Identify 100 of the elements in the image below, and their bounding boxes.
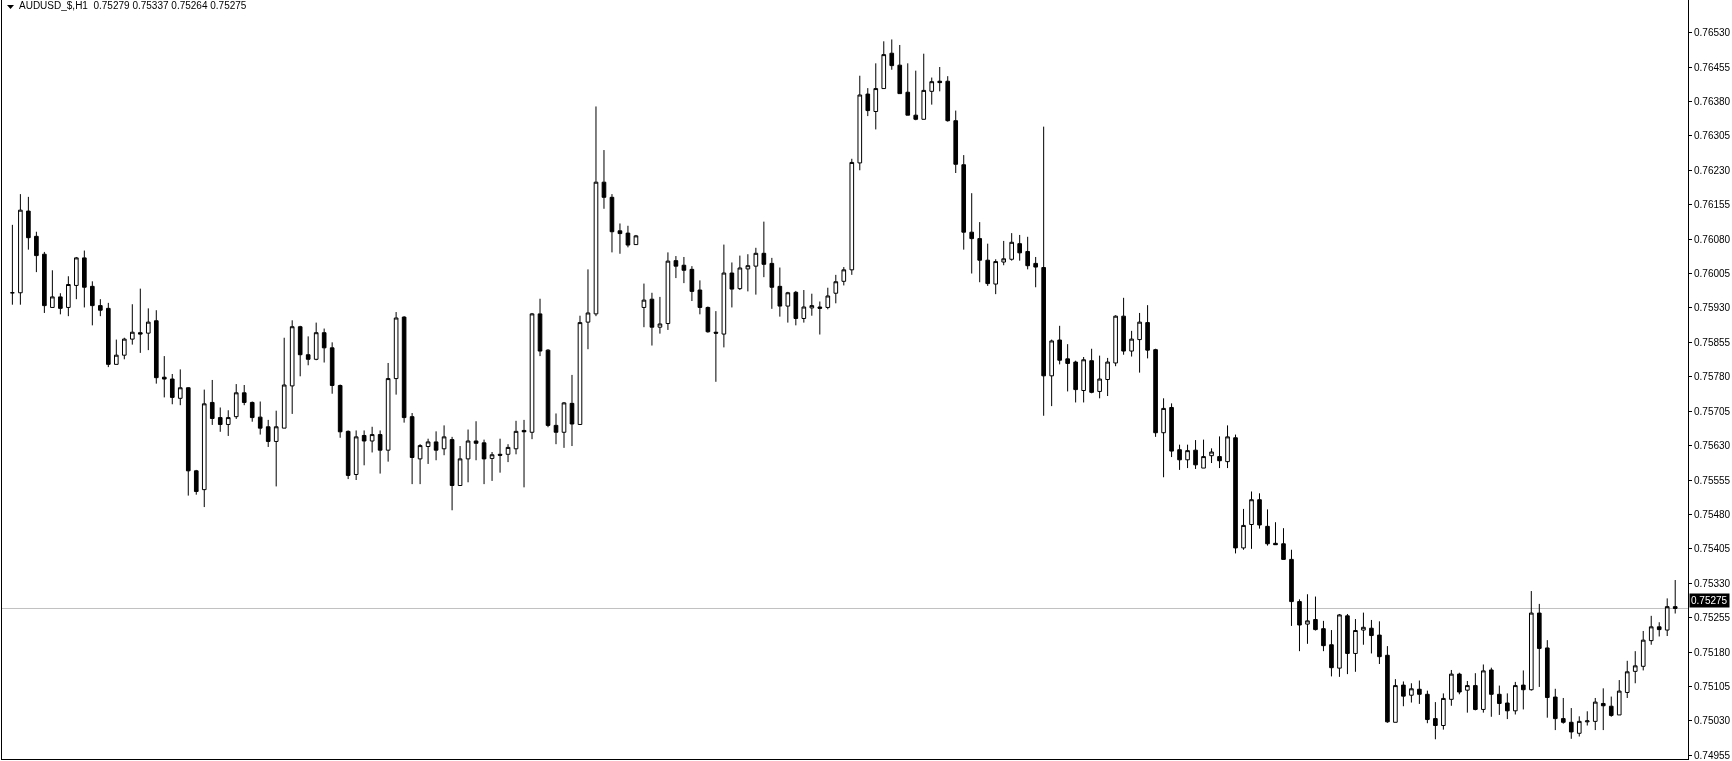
candlestick bbox=[1521, 669, 1526, 710]
candlestick bbox=[1305, 593, 1310, 645]
candlestick bbox=[137, 288, 143, 354]
y-tick-label: 0.75405 bbox=[1694, 543, 1731, 555]
candlestick bbox=[1337, 613, 1342, 678]
candlestick bbox=[793, 290, 799, 326]
candlestick bbox=[689, 265, 695, 302]
candlestick bbox=[945, 75, 951, 123]
candlestick bbox=[1041, 126, 1046, 417]
candlestick bbox=[1544, 639, 1550, 719]
candlestick bbox=[881, 40, 887, 90]
candlestick bbox=[1560, 697, 1566, 725]
candlestick bbox=[441, 424, 447, 456]
y-tick-label: 0.75180 bbox=[1694, 646, 1731, 658]
candlestick bbox=[977, 221, 983, 283]
candlestick bbox=[217, 406, 223, 433]
candlestick bbox=[833, 274, 839, 304]
candlestick bbox=[777, 267, 783, 318]
candlestick bbox=[841, 266, 847, 286]
candlestick bbox=[553, 412, 559, 445]
candlestick bbox=[537, 298, 543, 357]
candlestick bbox=[617, 222, 623, 255]
candlestick bbox=[265, 419, 271, 448]
candlestick bbox=[681, 256, 687, 284]
candlestick bbox=[609, 193, 615, 253]
candlestick bbox=[1129, 330, 1134, 358]
candlestick bbox=[401, 315, 407, 424]
y-tick-label: 0.74955 bbox=[1694, 749, 1731, 761]
candlestick bbox=[817, 300, 823, 336]
candlestick bbox=[1361, 612, 1366, 646]
candlestick bbox=[905, 62, 911, 116]
candlestick bbox=[1608, 696, 1614, 718]
candlestick bbox=[1377, 620, 1382, 665]
ref-line-label: 0.75275 bbox=[1691, 595, 1728, 606]
candlestick bbox=[82, 250, 87, 308]
candlestick bbox=[1592, 697, 1598, 731]
candlestick bbox=[985, 243, 991, 287]
candlestick bbox=[153, 309, 159, 385]
candlestick bbox=[74, 256, 79, 300]
candlestick bbox=[1417, 680, 1422, 705]
candlestick bbox=[721, 244, 727, 348]
y-tick-label: 0.75555 bbox=[1694, 474, 1731, 486]
candlestick bbox=[1265, 508, 1270, 547]
candlestick bbox=[753, 247, 759, 296]
candlestick bbox=[825, 287, 831, 310]
candlestick bbox=[1656, 621, 1662, 637]
candlestick bbox=[66, 275, 71, 317]
candlestick bbox=[1600, 687, 1606, 731]
candlestick bbox=[26, 196, 31, 251]
y-tick-label: 0.75780 bbox=[1694, 371, 1731, 383]
candlestick bbox=[161, 355, 167, 398]
candlestick bbox=[305, 335, 311, 366]
candlestick bbox=[90, 280, 95, 326]
candlestick bbox=[1489, 667, 1494, 718]
candlestick bbox=[1065, 343, 1070, 392]
candlestick bbox=[1409, 682, 1414, 704]
candlestick bbox=[58, 292, 63, 315]
candlestick bbox=[521, 419, 527, 488]
candlestick bbox=[10, 224, 15, 306]
candlestick bbox=[1369, 619, 1374, 654]
candlestick bbox=[42, 251, 47, 314]
candlestick bbox=[1393, 678, 1398, 723]
candlestick bbox=[1449, 669, 1454, 707]
y-tick-label: 0.76380 bbox=[1694, 95, 1731, 107]
candlestick bbox=[433, 430, 439, 461]
candlestick bbox=[18, 193, 23, 306]
candlestick bbox=[1385, 645, 1390, 724]
candlestick bbox=[961, 154, 967, 251]
candlestick bbox=[1536, 603, 1542, 688]
candlestick bbox=[1033, 256, 1038, 288]
candlestick bbox=[1401, 680, 1406, 707]
candlestick bbox=[106, 302, 111, 368]
candlestick bbox=[257, 401, 263, 436]
candlestick bbox=[321, 328, 327, 364]
candlestick bbox=[953, 110, 959, 174]
candlestick bbox=[921, 53, 927, 120]
candlestick bbox=[1025, 236, 1030, 270]
candlestick bbox=[873, 62, 879, 130]
candlestick bbox=[409, 412, 415, 485]
candlestick bbox=[1576, 715, 1582, 738]
y-tick-label: 0.75630 bbox=[1694, 440, 1731, 452]
candlestick bbox=[1225, 424, 1230, 469]
candlestick bbox=[177, 368, 183, 406]
candlestick bbox=[1233, 434, 1238, 554]
candlestick bbox=[185, 386, 191, 497]
candlestick bbox=[1345, 613, 1350, 675]
candlestick bbox=[1353, 618, 1358, 673]
candlestick bbox=[1145, 304, 1150, 359]
candlestick bbox=[34, 231, 39, 273]
candlestick bbox=[1465, 680, 1470, 714]
candlestick bbox=[1057, 325, 1062, 365]
y-tick-label: 0.75930 bbox=[1694, 302, 1731, 314]
candlestick bbox=[769, 257, 775, 310]
candlestick bbox=[577, 315, 583, 425]
candlestick bbox=[745, 253, 751, 292]
candlestick bbox=[1105, 357, 1110, 397]
candlestick bbox=[857, 75, 863, 171]
candlestick bbox=[481, 439, 487, 485]
candlestick bbox=[969, 192, 975, 274]
candlestick bbox=[1049, 339, 1054, 407]
